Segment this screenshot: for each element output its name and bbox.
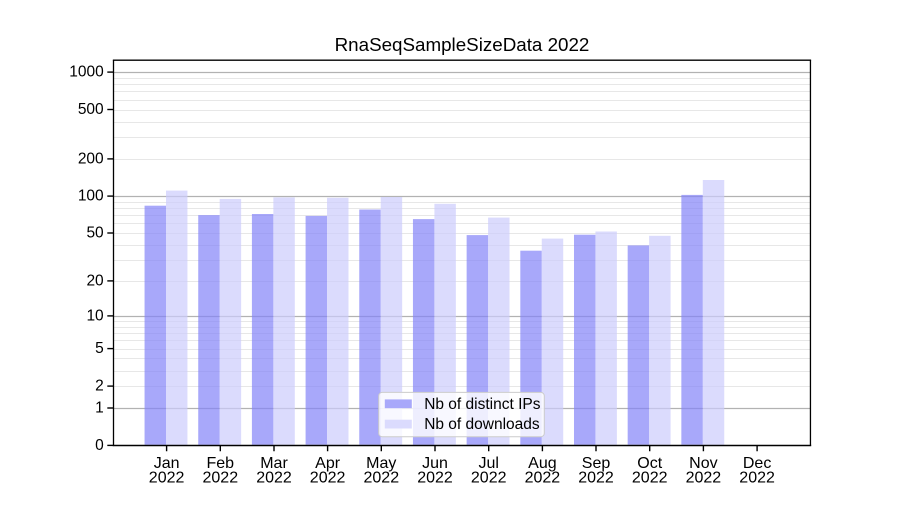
svg-text:1: 1 [95,400,104,417]
svg-text:Nb of downloads: Nb of downloads [424,416,540,433]
svg-text:Apr: Apr [315,455,341,472]
svg-text:Jan: Jan [154,455,180,472]
svg-text:10: 10 [86,307,104,324]
svg-text:1000: 1000 [69,64,104,81]
svg-text:200: 200 [78,150,104,167]
svg-text:Oct: Oct [637,455,662,472]
svg-text:2022: 2022 [310,469,346,486]
svg-text:Nb of distinct IPs: Nb of distinct IPs [424,396,541,413]
svg-text:Aug: Aug [528,455,556,472]
svg-text:Nov: Nov [689,455,717,472]
svg-text:2022: 2022 [256,469,292,486]
svg-text:Jul: Jul [478,455,498,472]
svg-text:2022: 2022 [739,469,775,486]
svg-text:Mar: Mar [260,455,288,472]
svg-text:500: 500 [78,101,104,118]
svg-text:2022: 2022 [686,469,722,486]
svg-text:Sep: Sep [582,455,611,472]
svg-text:2022: 2022 [632,469,668,486]
svg-text:100: 100 [78,188,104,205]
svg-text:50: 50 [86,225,104,242]
svg-text:RnaSeqSampleSizeData 2022: RnaSeqSampleSizeData 2022 [335,34,590,55]
svg-text:2022: 2022 [525,469,561,486]
svg-text:Feb: Feb [207,455,235,472]
svg-text:2022: 2022 [417,469,453,486]
svg-text:2022: 2022 [578,469,614,486]
svg-text:0: 0 [95,437,104,454]
svg-text:2: 2 [95,378,104,395]
svg-text:May: May [366,455,396,472]
svg-text:2022: 2022 [364,469,400,486]
svg-text:20: 20 [86,272,104,289]
svg-text:2022: 2022 [203,469,239,486]
svg-text:2022: 2022 [471,469,507,486]
svg-text:Dec: Dec [743,455,771,472]
svg-text:Jun: Jun [422,455,448,472]
svg-text:5: 5 [95,340,104,357]
svg-text:2022: 2022 [149,469,185,486]
